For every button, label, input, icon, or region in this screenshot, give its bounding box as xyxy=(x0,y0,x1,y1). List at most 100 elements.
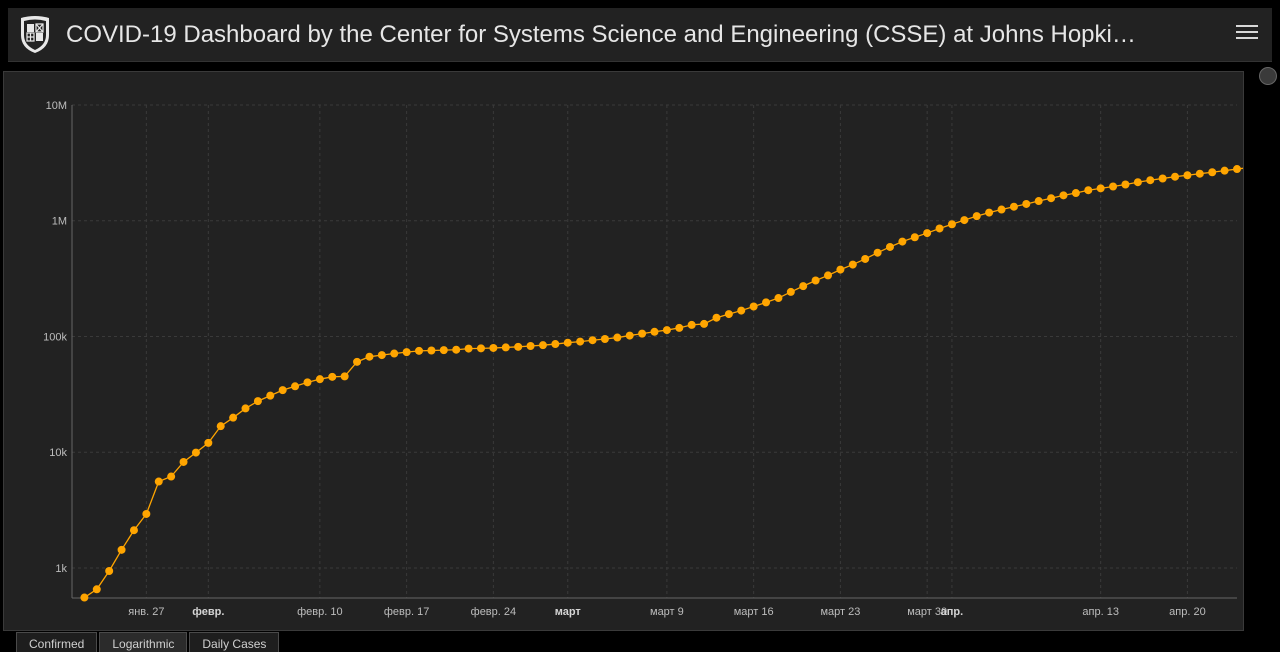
data-point xyxy=(179,457,188,466)
data-point xyxy=(638,329,647,338)
data-point xyxy=(1183,171,1192,180)
data-point xyxy=(873,248,882,257)
data-point xyxy=(427,346,436,355)
data-point xyxy=(538,341,547,350)
data-point xyxy=(439,346,448,355)
data-point xyxy=(848,260,857,269)
x-tick-label: март 23 xyxy=(820,606,860,618)
data-point xyxy=(1133,178,1142,187)
data-point xyxy=(1208,168,1217,177)
series-line xyxy=(84,167,1243,599)
data-point xyxy=(836,265,845,274)
data-point xyxy=(712,313,721,322)
data-point xyxy=(985,208,994,217)
data-point xyxy=(1071,189,1080,198)
y-tick-label: 100k xyxy=(43,331,67,343)
data-point xyxy=(142,509,151,518)
data-point xyxy=(1096,184,1105,193)
data-point xyxy=(947,220,956,229)
data-point xyxy=(1084,186,1093,195)
data-point xyxy=(167,472,176,481)
data-point xyxy=(1195,169,1204,178)
data-point xyxy=(1022,199,1031,208)
hamburger-menu-icon[interactable] xyxy=(1236,21,1258,43)
app-header: COVID-19 Dashboard by the Center for Sys… xyxy=(8,8,1272,62)
data-point xyxy=(1059,191,1068,200)
data-point xyxy=(600,334,609,343)
data-point xyxy=(390,349,399,358)
data-point xyxy=(365,352,374,361)
data-point xyxy=(960,216,969,225)
data-point xyxy=(1047,194,1056,203)
x-tick-label: янв. 27 xyxy=(128,606,164,618)
x-tick-label: апр. 13 xyxy=(1082,606,1119,618)
data-point xyxy=(328,372,337,381)
data-point xyxy=(80,593,89,602)
data-point xyxy=(1109,182,1118,191)
data-point xyxy=(923,229,932,238)
tab-logarithmic[interactable]: Logarithmic xyxy=(99,632,188,652)
data-point xyxy=(315,375,324,384)
data-point xyxy=(650,327,659,336)
data-point xyxy=(476,344,485,353)
data-point xyxy=(415,346,424,355)
data-point xyxy=(402,348,411,357)
data-point xyxy=(910,233,919,242)
data-point xyxy=(997,205,1006,214)
y-tick-label: 10M xyxy=(46,100,67,112)
data-point xyxy=(117,545,126,554)
data-point xyxy=(340,372,349,381)
data-point xyxy=(799,282,808,291)
data-point xyxy=(1171,172,1180,181)
data-point xyxy=(762,298,771,307)
y-tick-label: 1k xyxy=(55,563,67,575)
data-point xyxy=(675,323,684,332)
data-point xyxy=(576,337,585,346)
university-shield-icon xyxy=(21,15,49,53)
x-tick-label: февр. 24 xyxy=(471,606,516,618)
data-point xyxy=(1121,180,1130,189)
expand-panel-icon[interactable] xyxy=(1259,67,1277,85)
data-point xyxy=(216,422,225,431)
data-point xyxy=(452,345,461,354)
x-tick-label: февр. 17 xyxy=(384,606,429,618)
data-point xyxy=(154,477,163,486)
data-point xyxy=(514,342,523,351)
data-point xyxy=(935,224,944,233)
data-point xyxy=(92,585,101,594)
data-point xyxy=(786,287,795,296)
data-point xyxy=(191,448,200,457)
data-point xyxy=(377,351,386,360)
data-point xyxy=(129,526,138,535)
data-point xyxy=(972,212,981,221)
data-point xyxy=(774,294,783,303)
data-point xyxy=(563,338,572,347)
data-point xyxy=(737,306,746,315)
data-point xyxy=(1158,174,1167,183)
x-tick-label: март 30 xyxy=(907,606,947,618)
data-point xyxy=(1009,202,1018,211)
data-point xyxy=(824,271,833,280)
x-tick-label: апр. 20 xyxy=(1169,606,1206,618)
data-point xyxy=(898,237,907,246)
cases-line-chart[interactable]: 1k 10k 100k 1M 10M янв. 27 февр. февр. 10 февр. … xyxy=(4,72,1243,630)
data-point xyxy=(291,382,300,391)
tab-confirmed[interactable]: Confirmed xyxy=(16,632,98,652)
data-point xyxy=(700,319,709,328)
x-tick-label: февр. xyxy=(192,606,224,618)
data-point xyxy=(1034,197,1043,206)
x-tick-label: февр. 10 xyxy=(297,606,342,618)
data-point xyxy=(464,344,473,353)
data-point xyxy=(811,276,820,285)
data-point xyxy=(551,340,560,349)
chart-tabs: Confirmed Logarithmic Daily Cases xyxy=(16,632,281,652)
data-point xyxy=(687,320,696,329)
data-point xyxy=(885,242,894,251)
tab-daily-cases[interactable]: Daily Cases xyxy=(189,632,280,652)
data-point xyxy=(303,378,312,387)
data-point xyxy=(204,438,213,447)
x-tick-label: март 9 xyxy=(650,606,684,618)
chart-panel: 1k 10k 100k 1M 10M янв. 27 февр. февр. 10 февр. … xyxy=(3,71,1244,631)
data-point xyxy=(1220,166,1229,175)
data-point xyxy=(749,302,758,311)
